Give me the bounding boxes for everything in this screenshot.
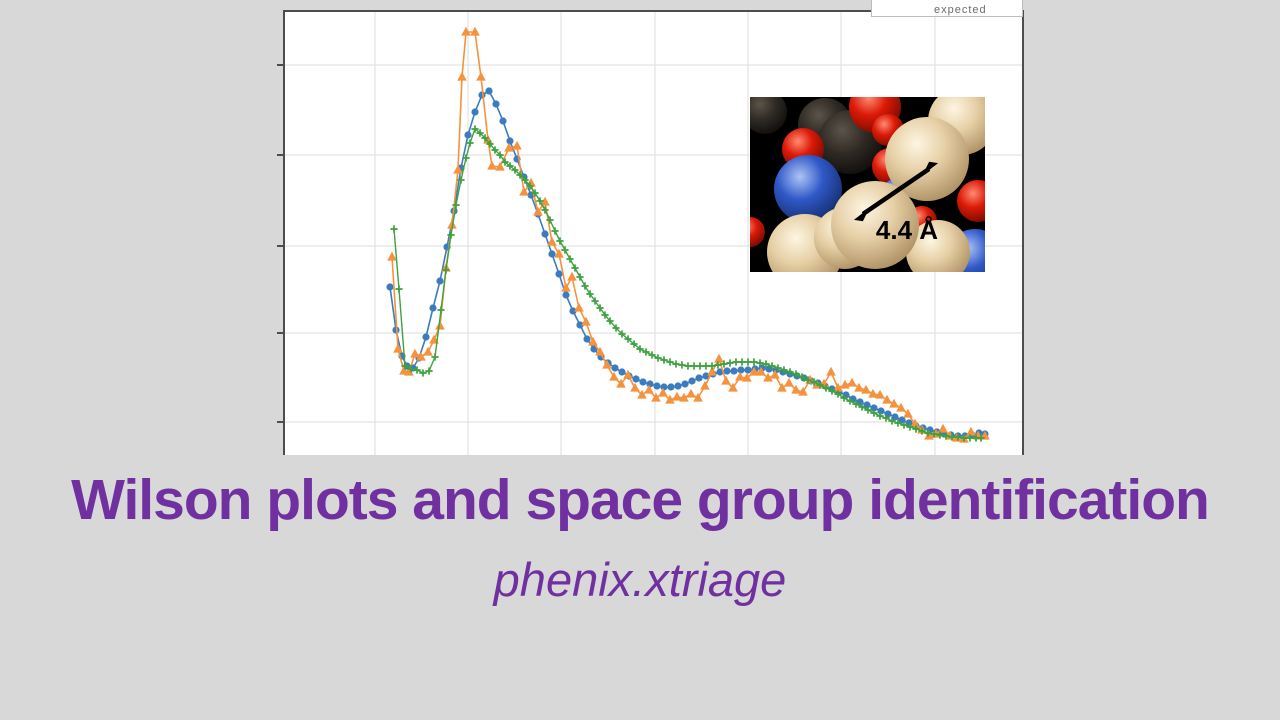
slide-subtitle: phenix.xtriage xyxy=(493,553,787,606)
wilson-plot-canvas xyxy=(277,10,1024,455)
distance-arrow xyxy=(853,161,939,222)
molecule-spheres-illustration xyxy=(750,97,985,272)
chart-legend-fragment: expected xyxy=(871,0,1023,17)
slide-title: Wilson plots and space group identificat… xyxy=(71,468,1210,532)
molecule-inset-image: 4.4 Å xyxy=(750,97,985,272)
distance-label: 4.4 Å xyxy=(875,215,939,245)
legend-item-label: expected xyxy=(934,4,987,16)
